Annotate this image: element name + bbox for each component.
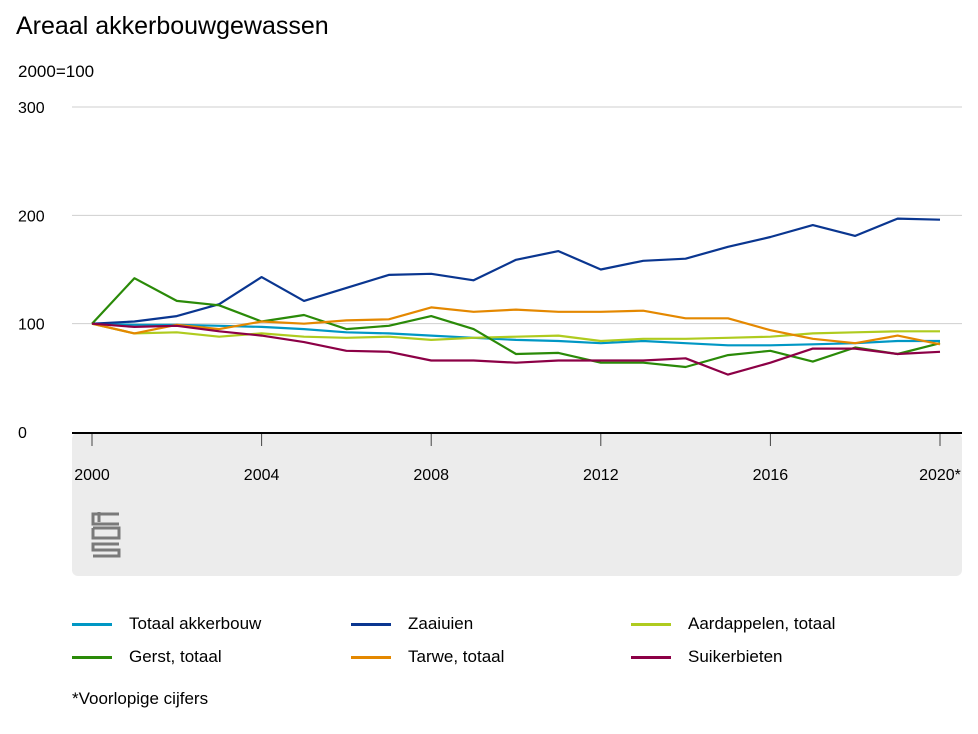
series-line (91, 277, 941, 369)
y-tick-label: 100 (18, 317, 45, 334)
cbs-logo-b (91, 512, 121, 540)
legend-swatch (631, 655, 671, 659)
line-chart: 0 100 200 300 2000 2004 2008 2012 2016 2020* (18, 100, 962, 576)
legend-swatch (631, 622, 671, 626)
series-line (91, 217, 941, 325)
series-lines (91, 217, 941, 376)
legend-swatch (351, 655, 391, 659)
x-tick-label: 2000 (74, 467, 110, 484)
legend-label: Suikerbieten (688, 647, 783, 666)
legend-item[interactable]: Totaal akkerbouw (72, 614, 261, 634)
footnote: *Voorlopige cijfers (72, 689, 209, 708)
x-tick-label: 2020* (919, 467, 961, 484)
x-axis-ticks: 2000 2004 2008 2012 2016 2020* (74, 434, 961, 484)
chart-title: Areaal akkerbouwgewassen (16, 12, 329, 40)
x-axis-panel (72, 433, 962, 576)
legend-label: Aardappelen, totaal (688, 614, 836, 633)
legend-item[interactable]: Zaaiuien (351, 614, 473, 634)
legend-item[interactable]: Aardappelen, totaal (631, 614, 835, 634)
legend-swatch (351, 622, 391, 626)
x-tick-label: 2012 (583, 467, 619, 484)
y-tick-label: 200 (18, 208, 45, 225)
cbs-logo-s (91, 542, 121, 558)
cbs-logo-c (91, 512, 119, 526)
x-tick-label: 2004 (244, 467, 280, 484)
legend-swatch (72, 622, 112, 626)
y-tick-labels: 0 100 200 300 (18, 100, 45, 442)
grid-lines (72, 106, 962, 434)
legend-label: Tarwe, totaal (408, 647, 505, 666)
legend-item[interactable]: Gerst, totaal (72, 647, 222, 667)
legend-item[interactable]: Tarwe, totaal (351, 647, 504, 667)
cbs-logo (91, 512, 121, 558)
y-tick-label: 0 (18, 425, 27, 442)
legend-label: Totaal akkerbouw (129, 614, 262, 633)
y-tick-label: 300 (18, 100, 45, 117)
y-axis-unit-label: 2000=100 (18, 62, 95, 81)
x-tick-label: 2008 (413, 467, 449, 484)
series-line (91, 322, 941, 376)
series-line (91, 306, 941, 346)
series-line (91, 322, 940, 343)
x-tick-label: 2016 (753, 467, 789, 484)
legend-item[interactable]: Suikerbieten (631, 647, 783, 667)
legend-label: Gerst, totaal (129, 647, 222, 666)
legend-swatch (72, 655, 112, 659)
legend-label: Zaaiuien (408, 614, 474, 633)
